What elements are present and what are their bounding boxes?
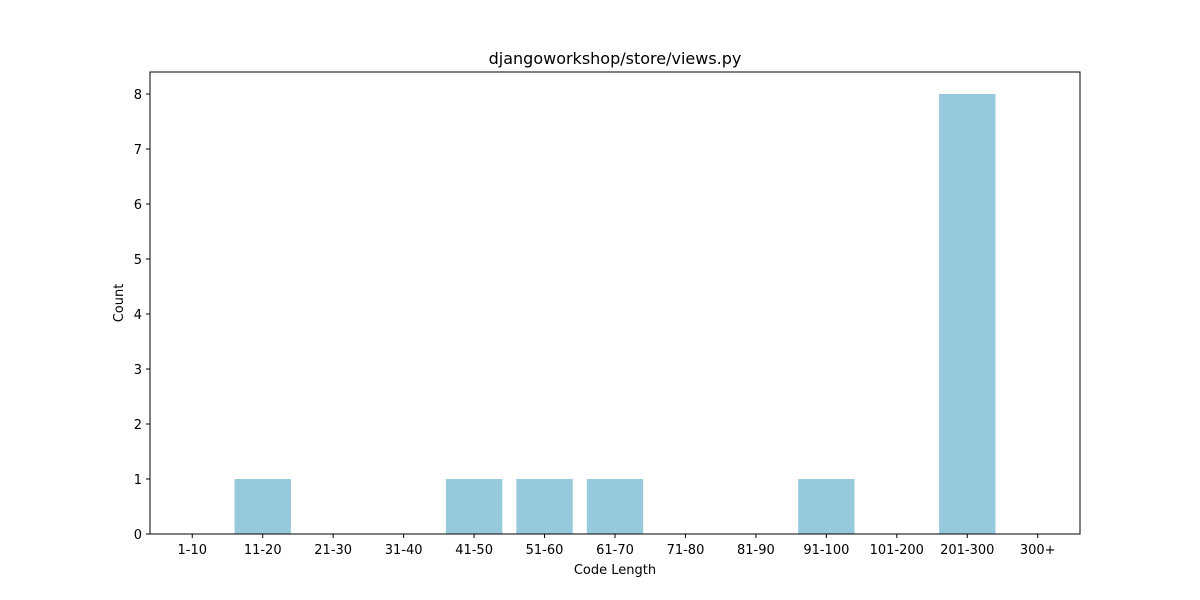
x-tick-label: 91-100 (803, 543, 849, 558)
chart-title: djangoworkshop/store/views.py (489, 49, 742, 68)
y-tick-label: 7 (134, 143, 142, 158)
x-tick-label: 81-90 (737, 543, 775, 558)
x-tick-label: 41-50 (455, 543, 493, 558)
y-tick-label: 3 (134, 363, 142, 378)
x-tick-label: 1-10 (178, 543, 208, 558)
x-tick-label: 201-300 (940, 543, 994, 558)
x-tick-label: 300+ (1020, 543, 1056, 558)
y-tick-label: 8 (134, 88, 142, 103)
bar-201-300 (939, 94, 996, 534)
y-tick-label: 2 (134, 418, 142, 433)
x-axis: 1-10 11-20 21-30 31-40 41-50 51-60 61-70 71-80 8… (178, 534, 1056, 558)
bar-51-60 (516, 479, 573, 534)
y-tick-label: 4 (134, 308, 142, 323)
x-tick-label: 101-200 (870, 543, 924, 558)
x-tick-label: 61-70 (596, 543, 634, 558)
x-tick-label: 51-60 (526, 543, 564, 558)
bar-41-50 (445, 479, 503, 534)
y-tick-label: 6 (134, 198, 142, 213)
x-tick-label: 11-20 (244, 543, 282, 558)
bar-61-70 (586, 479, 644, 534)
x-tick-label: 21-30 (314, 543, 352, 558)
bars-layer (234, 94, 996, 534)
bar-11-20 (234, 479, 291, 534)
y-tick-label: 1 (134, 473, 142, 488)
x-tick-label: 71-80 (667, 543, 705, 558)
y-axis: 0 1 2 3 4 5 6 7 8 (134, 88, 150, 543)
x-axis-label: Code Length (574, 563, 656, 578)
y-tick-label: 0 (134, 528, 142, 543)
x-tick-label: 31-40 (385, 543, 423, 558)
bar-91-100 (798, 479, 855, 534)
y-axis-label: Count (112, 284, 127, 323)
y-tick-label: 5 (134, 253, 142, 268)
